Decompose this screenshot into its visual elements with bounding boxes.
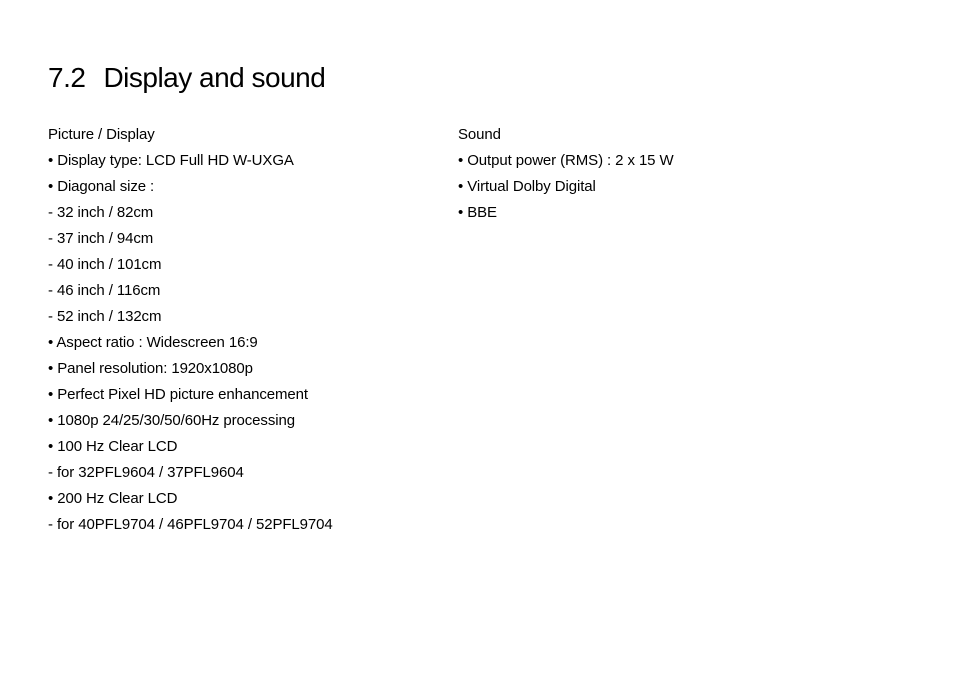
spec-line: • Aspect ratio : Widescreen 16:9 [48,330,458,356]
spec-line: - 32 inch / 82cm [48,200,458,226]
spec-line: • 100 Hz Clear LCD [48,434,458,460]
spec-line: - for 32PFL9604 / 37PFL9604 [48,460,458,486]
spec-line: • Display type: LCD Full HD W-UXGA [48,148,458,174]
spec-line: • Virtual Dolby Digital [458,174,868,200]
section-heading: 7.2 Display and sound [48,62,906,94]
spec-line: • Output power (RMS) : 2 x 15 W [458,148,868,174]
spec-line: - 37 inch / 94cm [48,226,458,252]
spec-line: • Diagonal size : [48,174,458,200]
section-title: Display and sound [103,62,325,93]
spec-line: • 1080p 24/25/30/50/60Hz processing [48,408,458,434]
spec-line: • BBE [458,200,868,226]
columns: Picture / Display • Display type: LCD Fu… [48,122,906,538]
spec-line: - 40 inch / 101cm [48,252,458,278]
spec-line: • Perfect Pixel HD picture enhancement [48,382,458,408]
right-column: Sound • Output power (RMS) : 2 x 15 W • … [458,122,868,538]
spec-line: - 52 inch / 132cm [48,304,458,330]
page: 7.2 Display and sound Picture / Display •… [0,0,954,538]
right-header: Sound [458,122,868,148]
spec-line: • 200 Hz Clear LCD [48,486,458,512]
spec-line: • Panel resolution: 1920x1080p [48,356,458,382]
left-column: Picture / Display • Display type: LCD Fu… [48,122,458,538]
spec-line: - 46 inch / 116cm [48,278,458,304]
spec-line: - for 40PFL9704 / 46PFL9704 / 52PFL9704 [48,512,458,538]
section-number: 7.2 [48,62,85,93]
left-header: Picture / Display [48,122,458,148]
